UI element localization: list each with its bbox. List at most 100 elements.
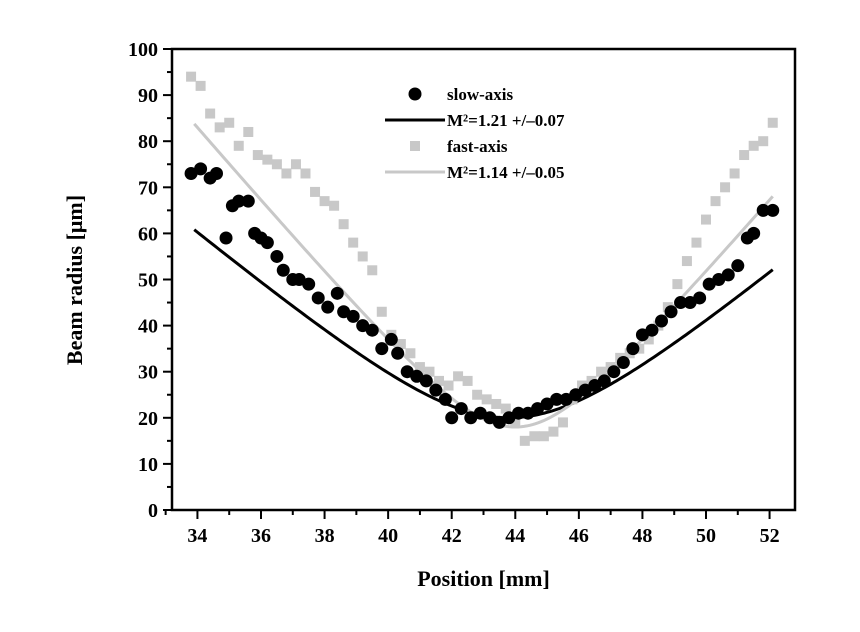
slow-axis-point: [194, 162, 208, 176]
fast-axis-point: [538, 431, 549, 442]
slow-axis-point: [645, 323, 659, 337]
slow-axis-point: [438, 392, 452, 406]
fast-axis-point: [186, 71, 197, 82]
legend-label: M²=1.14 +/–0.05: [447, 163, 565, 182]
x-tick-label: 42: [442, 525, 462, 547]
ticks-layer: 34 36 38 40 42 44 46 48 50 52 0 10 20 30 40 50 60 70 80 90 1…: [128, 39, 780, 547]
fast-axis-point: [767, 117, 778, 128]
x-tick-label: 46: [569, 525, 589, 547]
fast-axis-point: [739, 150, 750, 161]
x-tick-label: 50: [696, 525, 716, 547]
slow-axis-point: [346, 309, 360, 323]
fast-axis-point: [548, 426, 559, 437]
fast-axis-point: [443, 380, 454, 391]
slow-axis-point: [210, 166, 223, 180]
fast-axis-point: [434, 375, 444, 386]
fast-axis-point: [338, 219, 349, 230]
slow-axis-point: [607, 365, 621, 379]
fast-axis-point: [195, 80, 206, 91]
x-tick-label: 38: [315, 525, 335, 547]
legend-label: slow-axis: [447, 85, 514, 104]
x-tick-label: 44: [505, 525, 525, 547]
slow-axis-point: [664, 305, 678, 319]
y-tick-label: 10: [138, 454, 158, 476]
legend: slow-axis M²=1.21 +/–0.07 fast-axis M²=1.14…: [385, 85, 565, 182]
fast-axis-point: [720, 182, 731, 193]
fast-axis-point: [405, 348, 416, 359]
slow-axis-point: [365, 323, 379, 337]
y-tick-label: 30: [138, 362, 158, 384]
legend-marker-fast-axis: [410, 141, 420, 151]
x-tick-label: 34: [187, 525, 207, 547]
fast-axis-point: [691, 237, 702, 248]
y-axis-title: Beam radius [μm]: [62, 195, 87, 365]
fast-axis-point: [367, 265, 378, 276]
y-tick-label: 90: [138, 85, 158, 107]
fast-axis-point: [214, 122, 225, 133]
fast-axis-point: [491, 398, 502, 409]
y-tick-label: 80: [138, 131, 158, 153]
fast-axis-point: [510, 417, 521, 428]
fast-axis-point: [348, 237, 359, 248]
fast-axis-point: [710, 196, 721, 207]
y-tick-label: 0: [148, 500, 158, 522]
fast-axis-point: [271, 159, 282, 170]
fast-axis-point: [310, 186, 321, 197]
slow-axis-point: [721, 268, 735, 282]
slow-axis-point: [241, 194, 255, 208]
fast-axis-point: [376, 306, 387, 317]
fast-axis-point: [529, 431, 540, 442]
y-tick-label: 70: [138, 177, 158, 199]
slow-axis-point: [693, 291, 707, 305]
y-tick-label: 100: [128, 39, 158, 61]
fast-axis-point: [596, 366, 607, 377]
y-tick-label: 60: [138, 223, 158, 245]
slow-axis-point: [674, 296, 688, 310]
y-tick-label: 20: [138, 408, 158, 430]
slow-axis-point: [391, 346, 405, 360]
slow-axis-point: [445, 411, 459, 425]
slow-axis-point: [429, 383, 443, 397]
y-tick-label: 40: [138, 316, 158, 338]
fast-axis-point: [729, 168, 740, 179]
slow-axis-point: [419, 374, 433, 388]
data-layer: [184, 71, 780, 446]
fast-axis-point: [472, 389, 483, 400]
y-tick-label: 50: [138, 270, 158, 292]
fast-axis-point: [748, 140, 759, 151]
slow-axis-point: [655, 314, 668, 328]
fast-axis-point: [224, 117, 235, 128]
fast-axis-point: [701, 214, 711, 225]
fast-axis-point: [290, 159, 301, 170]
fast-axis-point: [643, 334, 654, 345]
fast-axis-point: [462, 375, 473, 386]
fast-axis-point: [243, 126, 254, 137]
legend-label: M²=1.21 +/–0.07: [447, 111, 565, 130]
legend-label: fast-axis: [447, 137, 508, 156]
fast-axis-point: [681, 256, 692, 267]
fast-axis-point: [262, 154, 273, 165]
slow-axis-point: [311, 291, 325, 305]
x-tick-label: 52: [760, 525, 780, 547]
fast-axis-point: [414, 362, 425, 373]
fast-axis-point: [252, 150, 263, 161]
fast-axis-point: [319, 196, 330, 207]
slow-axis-point: [550, 392, 564, 406]
slow-axis-point: [756, 203, 770, 217]
slow-axis-point: [616, 355, 630, 369]
slow-axis-point: [330, 286, 344, 300]
slow-axis-point: [626, 342, 640, 356]
slow-axis-point: [766, 203, 780, 217]
slow-axis-point: [321, 300, 335, 314]
fast-axis-point: [758, 136, 769, 147]
fast-axis-point: [500, 403, 511, 414]
slow-axis-point: [747, 226, 761, 240]
fast-axis-point: [357, 251, 368, 262]
slow-axis-point: [302, 277, 316, 291]
x-tick-label: 40: [378, 525, 398, 547]
slow-axis-point: [232, 194, 246, 208]
slow-axis-point: [597, 374, 611, 388]
slow-axis-point: [375, 342, 389, 356]
